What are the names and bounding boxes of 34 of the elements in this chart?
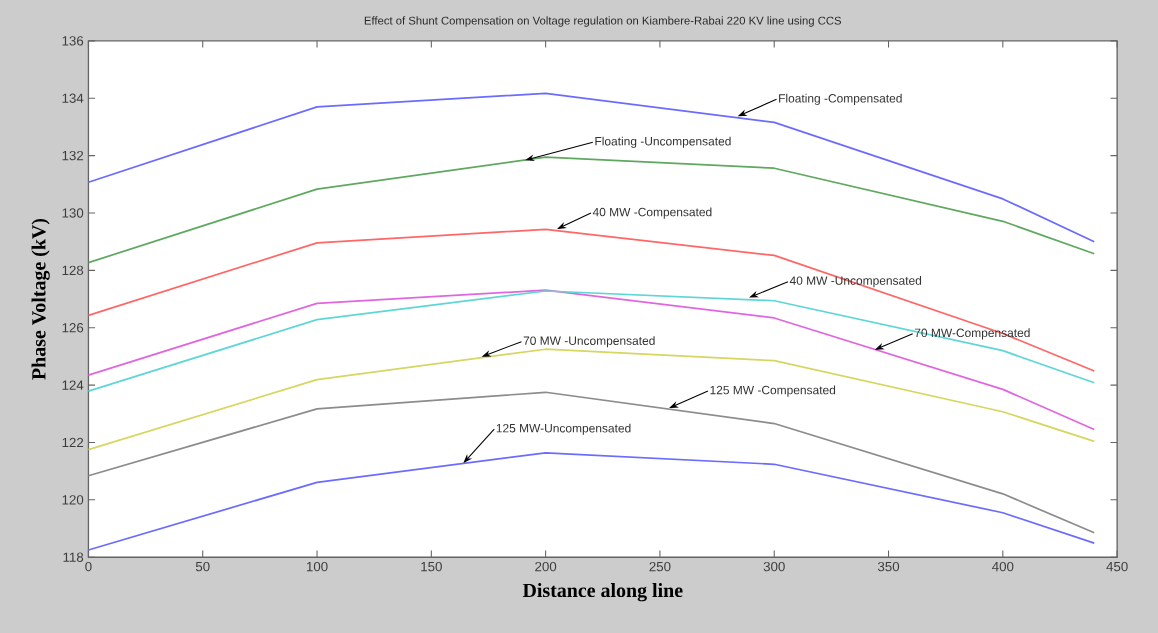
y-tick-label: 122 — [62, 437, 84, 448]
line-series — [87, 92, 1096, 243]
y-tick-label: 124 — [62, 380, 84, 390]
y-tick-label: 132 — [62, 150, 84, 161]
annotation: 125 MW-Uncompensated — [496, 423, 631, 435]
y-tick-label: 126 — [62, 323, 84, 333]
y-tick-label: 128 — [62, 265, 84, 276]
x-tick-label: 0 — [85, 561, 92, 572]
x-tick-label: 400 — [992, 561, 1014, 572]
x-tick-label: 300 — [763, 561, 785, 572]
annotation: 125 MW -Compensated — [710, 385, 836, 397]
x-tick-label: 50 — [195, 561, 210, 572]
annotation: 40 MW -Compensated — [592, 207, 712, 219]
annotation: Floating -Uncompensated — [595, 136, 731, 148]
x-tick-label: 200 — [535, 561, 557, 572]
x-tick-label: 450 — [1106, 561, 1128, 572]
line-series — [87, 228, 1096, 372]
chart-title: Effect of Shunt Compensation on Voltage regulation on Kiambere-Rabai 220 KV line using CCS — [364, 16, 842, 27]
line-series — [87, 156, 1096, 264]
annotation: 70 MW -Uncompensated — [523, 336, 655, 348]
x-tick-label: 350 — [877, 561, 900, 572]
y-tick-label: 118 — [63, 552, 84, 562]
x-tick-label: 150 — [421, 561, 442, 572]
y-tick-label: 130 — [62, 208, 84, 218]
y-tick-label: 134 — [62, 93, 84, 103]
x-tick-label: 250 — [649, 561, 671, 572]
y-tick-label: 136 — [62, 36, 84, 46]
y-axis-title: Phase Voltage (kV) — [31, 218, 50, 380]
x-axis-title: Distance along line — [522, 583, 683, 602]
line-series — [87, 451, 1096, 551]
y-tick-label: 120 — [62, 495, 84, 505]
annotation: Floating -Compensated — [779, 93, 902, 105]
line-series — [87, 348, 1096, 451]
x-tick-label: 100 — [306, 561, 328, 572]
